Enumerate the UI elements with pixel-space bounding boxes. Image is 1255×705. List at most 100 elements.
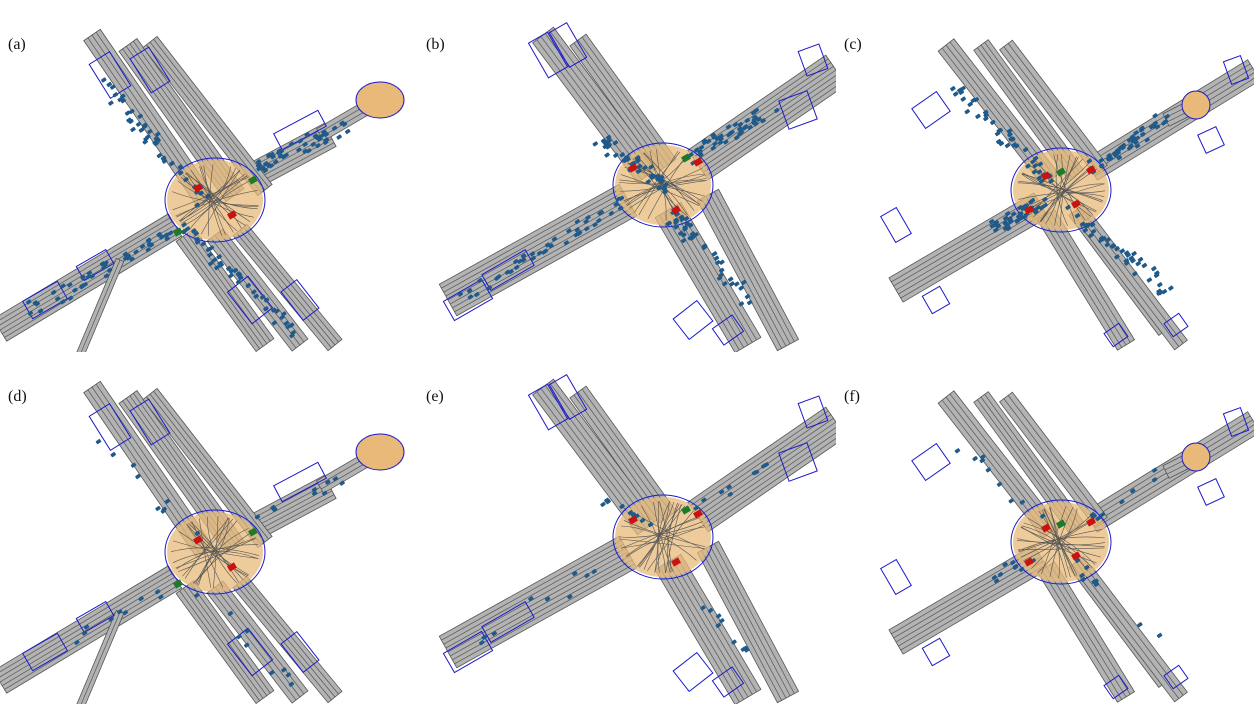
vehicle-marker — [1089, 512, 1096, 518]
vehicle-marker — [997, 571, 1004, 578]
vehicle-marker — [214, 265, 220, 271]
lane-line — [714, 191, 795, 342]
vehicle-marker — [253, 293, 259, 299]
green-signal — [248, 175, 258, 185]
vehicle-marker — [177, 170, 184, 176]
lane-line — [659, 566, 740, 703]
vehicle-marker — [993, 227, 999, 233]
lane-line — [949, 41, 1056, 178]
vehicle-marker — [1135, 261, 1141, 267]
vehicle-marker — [985, 467, 992, 473]
vehicle-marker — [683, 215, 690, 222]
vehicle-marker — [1091, 578, 1097, 585]
vehicle-marker — [989, 223, 996, 229]
green-signal — [681, 153, 691, 163]
vehicle-marker — [701, 243, 708, 249]
vehicle-marker — [1015, 216, 1022, 223]
vehicle-marker — [339, 120, 345, 126]
road-surface — [696, 540, 800, 704]
vehicle-marker — [606, 138, 612, 144]
vehicle-marker — [608, 210, 615, 216]
vehicle-marker — [1140, 131, 1146, 138]
roundabout-junction — [1181, 90, 1211, 120]
junction-area — [615, 497, 711, 577]
vehicle-marker — [89, 273, 96, 279]
connector-lane — [182, 518, 234, 577]
connector-lane — [640, 505, 666, 573]
junction-boundary — [612, 494, 714, 580]
vehicle-marker — [982, 109, 989, 115]
vehicle-marker — [302, 141, 308, 147]
vehicle-marker — [232, 267, 239, 274]
vehicle-marker — [716, 275, 723, 281]
vehicle-marker — [225, 265, 232, 272]
lane-line — [536, 39, 643, 180]
vehicle-marker — [656, 185, 662, 191]
vehicle-marker — [1006, 128, 1013, 134]
lane-section-box — [880, 558, 912, 596]
connector-lane — [1023, 515, 1091, 561]
road-surface — [76, 609, 125, 704]
lane-line — [663, 564, 744, 700]
lane-line — [452, 559, 633, 661]
lane-line — [893, 200, 1039, 287]
vehicle-marker — [169, 160, 175, 167]
vehicle-marker — [272, 159, 279, 165]
vehicle-marker — [1088, 232, 1094, 238]
lane-section-box — [273, 109, 327, 151]
vehicle-marker — [236, 634, 242, 640]
lane-line — [705, 437, 836, 529]
connector-lane — [643, 152, 695, 211]
vehicle-marker — [592, 141, 599, 147]
vehicle-marker — [154, 131, 161, 137]
lane-line — [450, 555, 631, 657]
vehicle-marker — [750, 110, 757, 116]
lane-line — [536, 391, 643, 532]
vehicle-marker — [737, 126, 743, 132]
vehicle-marker — [79, 284, 85, 290]
lane-section-box — [481, 601, 535, 643]
vehicle-marker — [279, 314, 286, 320]
vehicle-marker — [990, 119, 996, 125]
vehicle-marker — [954, 448, 961, 454]
connector-lane — [1018, 529, 1103, 553]
lane-line — [1094, 78, 1254, 177]
vehicle-marker — [86, 270, 93, 276]
vehicle-marker — [67, 282, 73, 288]
lane-section-box — [921, 637, 951, 667]
vehicle-marker — [129, 256, 135, 262]
vehicle-marker — [235, 271, 242, 277]
vehicle-marker — [133, 249, 139, 255]
vehicle-marker — [161, 158, 168, 164]
vehicle-marker — [615, 196, 621, 202]
lane-line — [441, 539, 622, 641]
lane-line — [581, 388, 673, 515]
lane-section-box — [481, 249, 535, 291]
vehicle-marker — [1031, 169, 1038, 175]
vehicle-marker — [129, 108, 135, 114]
vehicle-marker — [1126, 137, 1133, 143]
vehicle-marker — [1168, 285, 1174, 291]
vehicle-marker — [1132, 271, 1138, 277]
vehicle-marker — [256, 166, 262, 172]
vehicle-marker — [1151, 266, 1157, 272]
vehicle-marker — [729, 281, 735, 287]
lane-line — [544, 33, 651, 174]
vehicle-marker — [714, 135, 721, 142]
lane-line — [153, 391, 269, 540]
vehicle-marker — [718, 136, 724, 142]
red-signal — [1024, 557, 1034, 567]
lane-section-box — [880, 206, 912, 244]
vehicle-marker — [952, 91, 959, 97]
vehicle-marker — [656, 176, 663, 182]
vehicle-marker — [698, 144, 705, 151]
vehicle-marker — [142, 122, 148, 128]
vehicle-marker — [726, 484, 732, 490]
vehicle-marker — [259, 294, 266, 300]
vehicle-marker — [648, 172, 655, 179]
lane-section-box — [672, 299, 714, 341]
vehicle-marker — [648, 164, 654, 170]
vehicle-marker — [1114, 254, 1120, 260]
vehicle-marker — [1074, 213, 1081, 219]
vehicle-marker — [154, 589, 161, 595]
